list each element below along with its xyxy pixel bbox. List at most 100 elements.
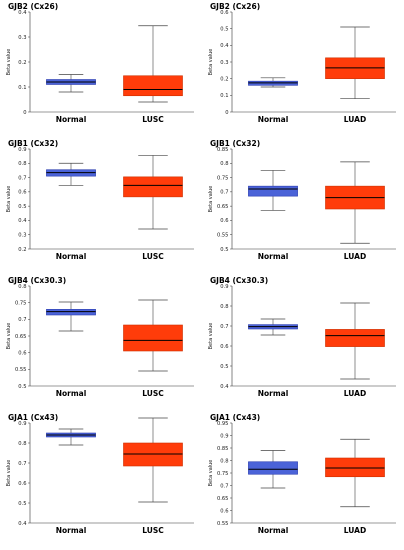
y-tick-label: 0 xyxy=(225,110,228,116)
iqr-box xyxy=(325,329,385,347)
chart-svg: GJA1 (Cx43) Beta value 0.55 0.6 0.65 0.7 0.75 0… xyxy=(208,413,396,535)
category-label: Normal xyxy=(258,526,289,535)
y-tick-label: 0.8 xyxy=(18,161,26,167)
iqr-box xyxy=(46,309,96,316)
category-label: Normal xyxy=(258,115,289,124)
chart-svg: GJA1 (Cx43) Beta value 0.4 0.5 0.6 0.7 0.8 0.9 N… xyxy=(6,413,194,535)
y-tick-label: 0.3 xyxy=(220,60,228,66)
y-axis-label: Beta value xyxy=(208,323,214,350)
chart-title: GJB4 (Cx30.3) xyxy=(8,276,66,285)
y-tick-label: 0.9 xyxy=(18,421,26,427)
normal-boxplot xyxy=(248,170,298,211)
chart-title: GJB4 (Cx30.3) xyxy=(210,276,268,285)
category-label: LUAD xyxy=(344,389,366,398)
y-tick-label: 0.7 xyxy=(18,175,26,181)
tumor-boxplot xyxy=(325,161,385,244)
normal-boxplot xyxy=(46,301,96,332)
chart-title: GJB1 (Cx32) xyxy=(210,139,260,148)
chart-svg: GJB1 (Cx32) Beta value 0.5 0.55 0.6 0.65 0.7 0.… xyxy=(208,139,396,261)
chart-title: GJA1 (Cx43) xyxy=(8,413,58,422)
chart-title: GJB1 (Cx32) xyxy=(8,139,58,148)
y-tick-label: 0.3 xyxy=(18,233,26,239)
y-tick-label: 0.6 xyxy=(18,350,26,356)
category-label: LUSC xyxy=(142,115,164,124)
category-label: Normal xyxy=(258,252,289,261)
y-tick-label: 0 xyxy=(23,110,26,116)
iqr-box xyxy=(248,185,298,197)
normal-boxplot xyxy=(248,318,298,336)
chart-panel: GJB1 (Cx32) Beta value 0.2 0.3 0.4 0.5 0.6 0.7 0… xyxy=(0,137,202,274)
category-label: LUAD xyxy=(344,526,366,535)
chart-panel: GJB1 (Cx32) Beta value 0.5 0.55 0.6 0.65 0.7 0.… xyxy=(202,137,404,274)
y-tick-label: 0.7 xyxy=(220,324,228,330)
y-tick-label: 0.5 xyxy=(18,384,26,390)
y-tick-label: 0.4 xyxy=(220,384,229,390)
category-label: Normal xyxy=(56,115,87,124)
y-tick-label: 0.6 xyxy=(220,218,228,224)
y-tick-label: 0.6 xyxy=(18,190,26,196)
y-tick-label: 0.5 xyxy=(220,26,228,32)
tumor-boxplot xyxy=(123,299,183,372)
tumor-boxplot xyxy=(325,26,385,100)
y-tick-label: 0.5 xyxy=(220,247,228,253)
y-tick-label: 0.55 xyxy=(217,521,229,527)
y-tick-label: 0.5 xyxy=(18,501,26,507)
chart-svg: GJB1 (Cx32) Beta value 0.2 0.3 0.4 0.5 0.6 0.7 0… xyxy=(6,139,194,261)
y-axis-label: Beta value xyxy=(6,49,12,76)
y-tick-label: 0.55 xyxy=(15,367,27,373)
chart-svg: GJB2 (Cx26) Beta value 0 0.1 0.2 0.3 0.4 Normal… xyxy=(6,2,194,124)
iqr-box xyxy=(123,324,183,352)
y-tick-label: 0.5 xyxy=(18,204,26,210)
y-tick-label: 0.7 xyxy=(220,190,228,196)
category-label: LUAD xyxy=(344,115,366,124)
iqr-box xyxy=(123,176,183,198)
y-tick-label: 0.1 xyxy=(18,85,26,91)
y-tick-label: 0.8 xyxy=(18,441,26,447)
category-label: Normal xyxy=(258,389,289,398)
category-label: LUAD xyxy=(344,252,366,261)
y-tick-label: 0.8 xyxy=(18,284,26,290)
y-axis-label: Beta value xyxy=(6,460,12,487)
category-label: LUSC xyxy=(142,526,164,535)
chart-svg: GJB4 (Cx30.3) Beta value 0.5 0.55 0.6 0.65 0.7… xyxy=(6,276,194,398)
tumor-boxplot xyxy=(325,438,385,508)
tumor-boxplot xyxy=(123,25,183,103)
y-tick-label: 0.75 xyxy=(217,175,229,181)
y-tick-label: 0.4 xyxy=(18,218,27,224)
y-tick-label: 0.6 xyxy=(220,10,228,16)
chart-title: GJB2 (Cx26) xyxy=(8,2,58,11)
category-label: Normal xyxy=(56,252,87,261)
y-tick-label: 0.9 xyxy=(18,147,26,153)
y-tick-label: 0.85 xyxy=(217,147,229,153)
normal-boxplot xyxy=(46,162,96,186)
chart-panel: GJB4 (Cx30.3) Beta value 0.5 0.55 0.6 0.65 0.7… xyxy=(0,274,202,411)
y-tick-label: 0.1 xyxy=(220,93,228,99)
tumor-boxplot xyxy=(325,302,385,380)
y-tick-label: 0.7 xyxy=(220,483,228,489)
iqr-box xyxy=(123,75,183,97)
y-tick-label: 0.9 xyxy=(220,284,228,290)
chart-title: GJA1 (Cx43) xyxy=(210,413,260,422)
y-tick-label: 0.4 xyxy=(18,10,27,16)
chart-panel: GJB4 (Cx30.3) Beta value 0.4 0.5 0.6 0.7 0.8 0.… xyxy=(202,274,404,411)
y-tick-label: 0.8 xyxy=(220,304,228,310)
y-tick-label: 0.2 xyxy=(18,60,26,66)
y-tick-label: 0.4 xyxy=(18,521,27,527)
y-tick-label: 0.6 xyxy=(220,508,228,514)
y-tick-label: 0.55 xyxy=(217,233,229,239)
y-tick-label: 0.65 xyxy=(217,204,229,210)
y-tick-label: 0.3 xyxy=(18,35,26,41)
category-label: LUSC xyxy=(142,389,164,398)
y-tick-label: 0.2 xyxy=(220,76,228,82)
y-tick-label: 0.75 xyxy=(15,300,27,306)
y-tick-label: 0.5 xyxy=(220,364,228,370)
y-axis-label: Beta value xyxy=(208,49,214,76)
y-axis-label: Beta value xyxy=(208,460,214,487)
chart-panel: GJB2 (Cx26) Beta value 0 0.1 0.2 0.3 0.4 0.5 0.6… xyxy=(202,0,404,137)
tumor-boxplot xyxy=(123,155,183,230)
normal-boxplot xyxy=(248,77,298,88)
iqr-box xyxy=(325,457,385,478)
chart-svg: GJB2 (Cx26) Beta value 0 0.1 0.2 0.3 0.4 0.5 0.6… xyxy=(208,2,396,124)
chart-title: GJB2 (Cx26) xyxy=(210,2,260,11)
y-tick-label: 0.65 xyxy=(217,496,229,502)
